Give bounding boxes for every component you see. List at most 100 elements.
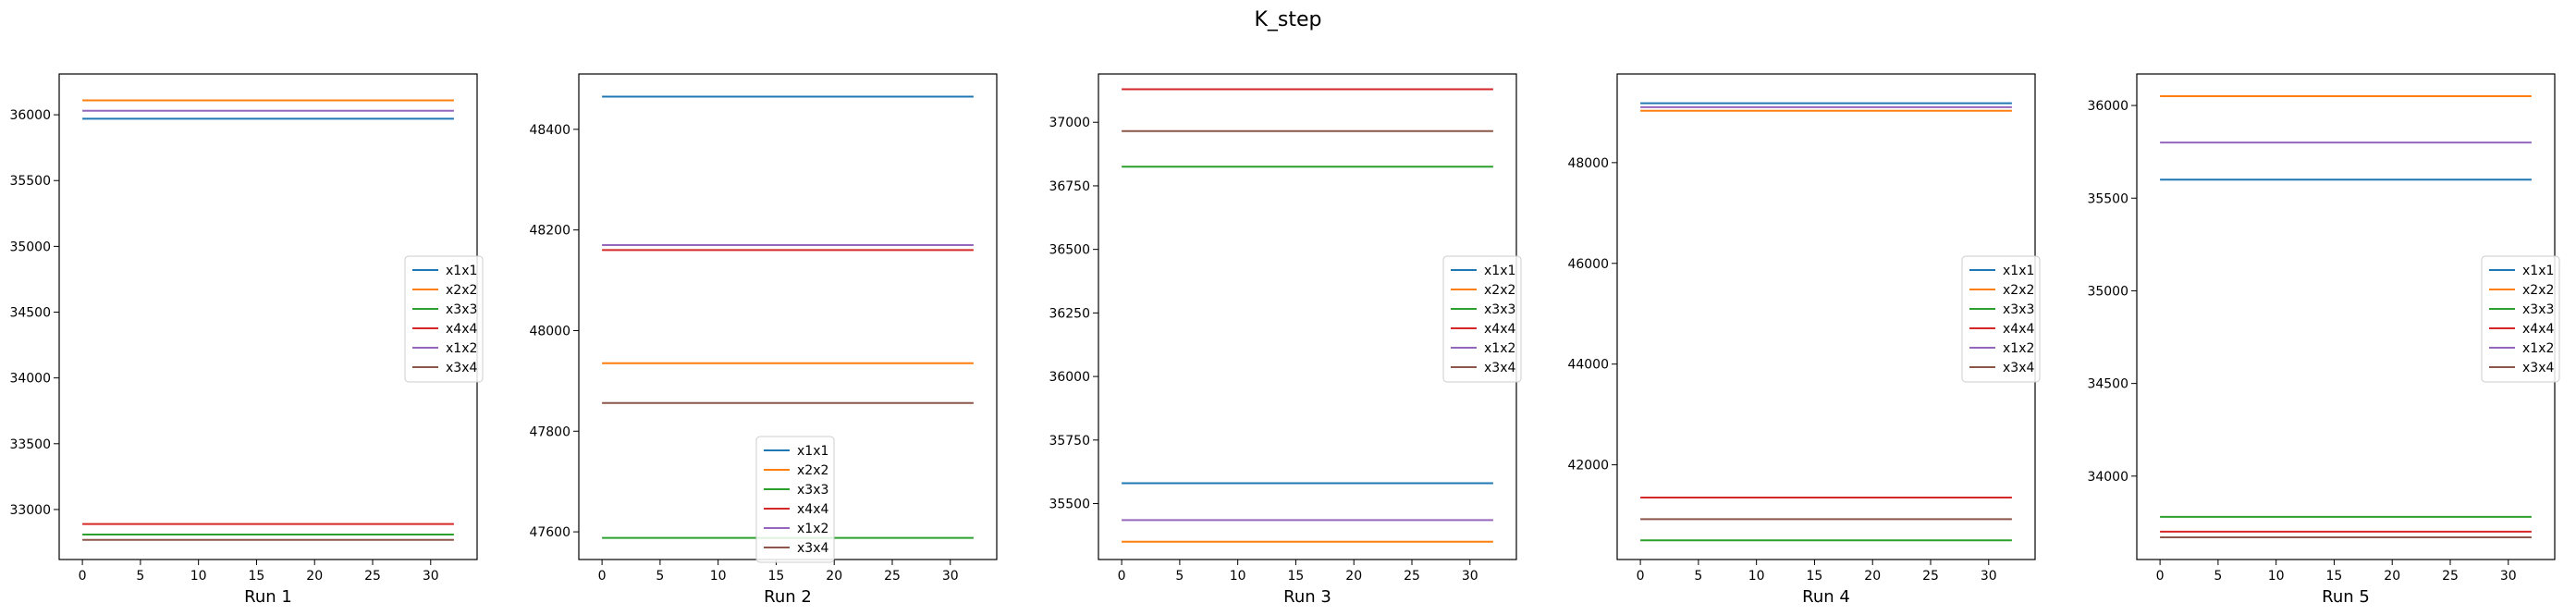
x-tick-label: 30 (942, 569, 959, 584)
y-tick-label: 44000 (1567, 358, 1609, 373)
legend-label-x3x3: x3x3 (797, 483, 828, 498)
legend-frame (755, 436, 835, 563)
x-axis-label: Run 1 (244, 587, 292, 607)
x-tick-label: 20 (826, 569, 842, 584)
figure-title: K_step (1254, 8, 1321, 31)
y-tick-label: 48400 (529, 123, 570, 138)
x-tick-label: 5 (1694, 569, 1702, 584)
subplot-4: 0 5 10 15 20 25 30 42000 44000 46000 48000 Run 4 x1x… (1567, 73, 2041, 607)
y-tick-label: 36750 (1049, 179, 1090, 194)
x-tick-label: 20 (1345, 569, 1362, 584)
x-tick-label: 25 (884, 569, 901, 584)
x-tick-label: 5 (136, 569, 144, 584)
legend-label-x1x1: x1x1 (446, 264, 477, 278)
x-tick-label: 5 (1175, 569, 1184, 584)
x-axis-label: Run 2 (764, 587, 812, 607)
y-tick-label: 35500 (1049, 498, 1090, 512)
x-tick-label: 30 (423, 569, 439, 584)
x-tick-label: 10 (190, 569, 207, 584)
legend-label-x2x2: x2x2 (1484, 283, 1515, 298)
x-tick-label: 15 (768, 569, 785, 584)
legend-label-x2x2: x2x2 (2522, 283, 2554, 298)
x-tick-label: 25 (2442, 569, 2459, 584)
x-tick-label: 15 (249, 569, 265, 584)
x-tick-label: 30 (2500, 569, 2517, 584)
legend-frame (2481, 255, 2560, 383)
subplot-1: 0 5 10 15 20 25 30 33000 33500 34000 34500 35000 355… (9, 73, 484, 607)
legend-label-x4x4: x4x4 (2522, 322, 2554, 337)
x-tick-label: 20 (2384, 569, 2400, 584)
legend-label-x3x3: x3x3 (446, 302, 477, 317)
y-tick-label: 34000 (2087, 470, 2128, 485)
legend-label-x4x4: x4x4 (1484, 322, 1515, 337)
legend-label-x3x3: x3x3 (2522, 302, 2554, 317)
subplot-5: 0 5 10 15 20 25 30 34000 34500 35000 35500 36000 Run… (2087, 73, 2560, 607)
x-tick-label: 20 (306, 569, 323, 584)
legend-frame (1442, 255, 1522, 383)
legend: x1x1 x2x2 x3x3 x4x4 x1x2 x3x4 (404, 255, 484, 383)
legend-label-x4x4: x4x4 (446, 322, 477, 337)
x-tick-label: 10 (2268, 569, 2285, 584)
y-tick-label: 47800 (529, 424, 570, 439)
y-tick-label: 35500 (9, 174, 51, 189)
x-tick-label: 0 (598, 569, 607, 584)
legend: x1x1 x2x2 x3x3 x4x4 x1x2 x3x4 (1961, 255, 2041, 383)
x-axis-label: Run 3 (1283, 587, 1331, 607)
y-tick-label: 48200 (529, 224, 570, 239)
legend-label-x3x3: x3x3 (1484, 302, 1515, 317)
x-tick-label: 0 (1118, 569, 1126, 584)
x-tick-label: 30 (1981, 569, 1997, 584)
legend-frame (1961, 255, 2041, 383)
legend-label-x4x4: x4x4 (797, 502, 828, 517)
y-tick-label: 48000 (529, 324, 570, 338)
legend-label-x1x1: x1x1 (797, 444, 828, 459)
x-tick-label: 10 (1230, 569, 1246, 584)
legend: x1x1 x2x2 x3x3 x4x4 x1x2 x3x4 (1442, 255, 1522, 383)
y-tick-label: 35000 (2087, 284, 2128, 299)
y-tick-label: 37000 (1049, 116, 1090, 130)
x-tick-label: 15 (1288, 569, 1305, 584)
y-tick-label: 34500 (9, 306, 51, 321)
x-tick-label: 10 (1748, 569, 1765, 584)
x-tick-label: 10 (710, 569, 727, 584)
y-tick-label: 33500 (9, 437, 51, 452)
legend-label-x1x1: x1x1 (2522, 264, 2554, 278)
legend-label-x1x2: x1x2 (2003, 341, 2034, 356)
legend: x1x1 x2x2 x3x3 x4x4 x1x2 x3x4 (755, 436, 835, 563)
y-tick-label: 35750 (1049, 434, 1090, 449)
legend-label-x1x2: x1x2 (1484, 341, 1515, 356)
y-tick-label: 36000 (1049, 370, 1090, 385)
legend-label-x2x2: x2x2 (446, 283, 477, 298)
x-tick-label: 15 (1807, 569, 1823, 584)
legend-label-x2x2: x2x2 (797, 463, 828, 478)
x-tick-label: 0 (79, 569, 87, 584)
y-tick-label: 34500 (2087, 377, 2128, 392)
legend-label-x1x2: x1x2 (2522, 341, 2554, 356)
legend-label-x3x4: x3x4 (1484, 361, 1515, 375)
legend: x1x1 x2x2 x3x3 x4x4 x1x2 x3x4 (2481, 255, 2560, 383)
y-tick-label: 36500 (1049, 243, 1090, 258)
y-tick-label: 42000 (1567, 459, 1609, 474)
y-tick-label: 35500 (2087, 191, 2128, 206)
y-tick-label: 35000 (9, 240, 51, 254)
legend-label-x3x4: x3x4 (446, 361, 477, 375)
x-tick-label: 20 (1864, 569, 1881, 584)
y-tick-label: 48000 (1567, 156, 1609, 171)
legend-label-x3x4: x3x4 (2003, 361, 2034, 375)
legend-label-x1x2: x1x2 (797, 522, 828, 536)
x-tick-label: 25 (1404, 569, 1420, 584)
subplot-2: 0 5 10 15 20 25 30 47600 47800 48000 48200 48400 Run… (529, 73, 998, 607)
x-axis-label: Run 4 (1802, 587, 1850, 607)
x-tick-label: 15 (2326, 569, 2343, 584)
x-tick-label: 5 (2214, 569, 2222, 584)
x-tick-label: 0 (2156, 569, 2165, 584)
y-tick-label: 47600 (529, 525, 570, 540)
legend-label-x3x4: x3x4 (797, 541, 828, 556)
legend-label-x3x3: x3x3 (2003, 302, 2034, 317)
legend-label-x1x2: x1x2 (446, 341, 477, 356)
y-tick-label: 34000 (9, 372, 51, 387)
y-tick-label: 36000 (2087, 99, 2128, 114)
y-tick-label: 46000 (1567, 257, 1609, 272)
y-tick-label: 36250 (1049, 306, 1090, 321)
